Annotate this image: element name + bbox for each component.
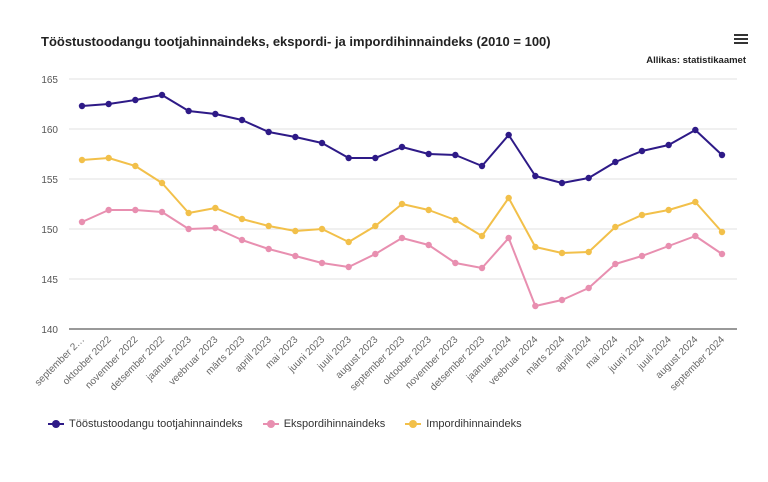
data-point[interactable] <box>345 154 352 162</box>
data-point[interactable] <box>318 259 326 267</box>
data-point[interactable] <box>238 215 246 223</box>
data-point[interactable] <box>398 234 406 242</box>
data-point[interactable] <box>665 141 672 149</box>
data-point[interactable] <box>345 238 352 246</box>
data-point[interactable] <box>692 126 699 134</box>
data-point[interactable] <box>638 211 646 219</box>
data-point[interactable] <box>265 222 272 230</box>
data-point[interactable] <box>532 302 539 310</box>
source-label: Allikas: statistikaamet <box>646 55 746 66</box>
data-point[interactable] <box>665 242 672 250</box>
data-point[interactable] <box>292 227 299 235</box>
y-tick-label: 155 <box>41 175 58 186</box>
hamburger-menu-icon[interactable] <box>734 34 748 46</box>
legend-item[interactable]: Tööstustoodangu tootjahinnaindeks <box>48 418 243 430</box>
data-point[interactable] <box>158 91 166 99</box>
data-point[interactable] <box>692 198 699 206</box>
y-tick-label: 150 <box>41 225 58 236</box>
data-point[interactable] <box>78 102 86 110</box>
data-point[interactable] <box>478 232 486 240</box>
y-tick-label: 145 <box>41 275 58 286</box>
data-point[interactable] <box>638 147 646 155</box>
data-point[interactable] <box>665 206 672 214</box>
data-point[interactable] <box>238 116 246 124</box>
data-point[interactable] <box>78 156 86 164</box>
series-line-0 <box>81 94 723 184</box>
legend-marker-icon <box>48 420 64 428</box>
legend-label: Tööstustoodangu tootjahinnaindeks <box>69 418 243 430</box>
data-point[interactable] <box>585 284 592 292</box>
data-point[interactable] <box>372 222 379 230</box>
data-point[interactable] <box>505 131 512 139</box>
data-point[interactable] <box>425 206 432 214</box>
data-point[interactable] <box>238 236 246 244</box>
y-tick-label: 160 <box>41 125 58 136</box>
data-point[interactable] <box>638 252 646 260</box>
data-point[interactable] <box>612 223 619 231</box>
data-point[interactable] <box>212 110 219 118</box>
data-point[interactable] <box>132 162 139 170</box>
data-point[interactable] <box>505 234 512 242</box>
legend-label: Ekspordihinnaindeks <box>283 418 386 430</box>
data-point[interactable] <box>585 174 592 182</box>
data-point[interactable] <box>478 264 486 272</box>
data-point[interactable] <box>558 179 566 187</box>
data-point[interactable] <box>398 143 406 151</box>
data-point[interactable] <box>105 154 112 162</box>
data-point[interactable] <box>212 204 219 212</box>
legend-item[interactable]: Impordihinnaindeks <box>405 418 522 430</box>
data-point[interactable] <box>718 250 726 258</box>
data-point[interactable] <box>132 206 139 214</box>
data-point[interactable] <box>532 172 539 180</box>
data-point[interactable] <box>398 200 406 208</box>
data-point[interactable] <box>132 96 139 104</box>
legend-label: Impordihinnaindeks <box>426 418 522 430</box>
data-point[interactable] <box>425 150 432 158</box>
y-tick-label: 165 <box>41 75 58 86</box>
data-point[interactable] <box>558 249 566 257</box>
legend-item[interactable]: Ekspordihinnaindeks <box>262 418 386 430</box>
data-point[interactable] <box>532 243 539 251</box>
data-point[interactable] <box>185 225 192 233</box>
data-point[interactable] <box>452 151 459 159</box>
data-point[interactable] <box>372 154 379 162</box>
chart-title: Tööstustoodangu tootjahinnaindeks, ekspo… <box>41 34 551 49</box>
legend-marker-icon <box>405 420 422 428</box>
data-point[interactable] <box>345 263 352 271</box>
data-point[interactable] <box>212 224 219 232</box>
data-point[interactable] <box>265 245 272 253</box>
data-point[interactable] <box>478 162 486 170</box>
legend-marker-icon <box>262 420 279 428</box>
data-point[interactable] <box>425 241 432 249</box>
data-point[interactable] <box>292 133 299 141</box>
data-point[interactable] <box>78 218 86 226</box>
data-point[interactable] <box>692 232 699 240</box>
data-point[interactable] <box>372 250 379 258</box>
data-point[interactable] <box>185 107 192 115</box>
data-point[interactable] <box>105 206 112 214</box>
data-point[interactable] <box>558 296 566 304</box>
data-point[interactable] <box>612 158 619 166</box>
y-tick-label: 140 <box>41 325 58 336</box>
data-point[interactable] <box>292 252 299 260</box>
data-point[interactable] <box>105 100 112 108</box>
data-point[interactable] <box>585 248 592 256</box>
data-point[interactable] <box>158 208 166 216</box>
data-point[interactable] <box>452 216 459 224</box>
data-point[interactable] <box>718 151 726 159</box>
data-point[interactable] <box>718 228 726 236</box>
data-point[interactable] <box>505 194 512 202</box>
data-point[interactable] <box>452 259 459 267</box>
data-point[interactable] <box>318 139 326 147</box>
data-point[interactable] <box>318 225 326 233</box>
data-point[interactable] <box>265 128 272 136</box>
legend: Tööstustoodangu tootjahinnaindeks Ekspord… <box>48 418 522 430</box>
data-point[interactable] <box>158 179 166 187</box>
series-line-1 <box>81 209 723 307</box>
data-point[interactable] <box>612 260 619 268</box>
data-point[interactable] <box>185 209 192 217</box>
